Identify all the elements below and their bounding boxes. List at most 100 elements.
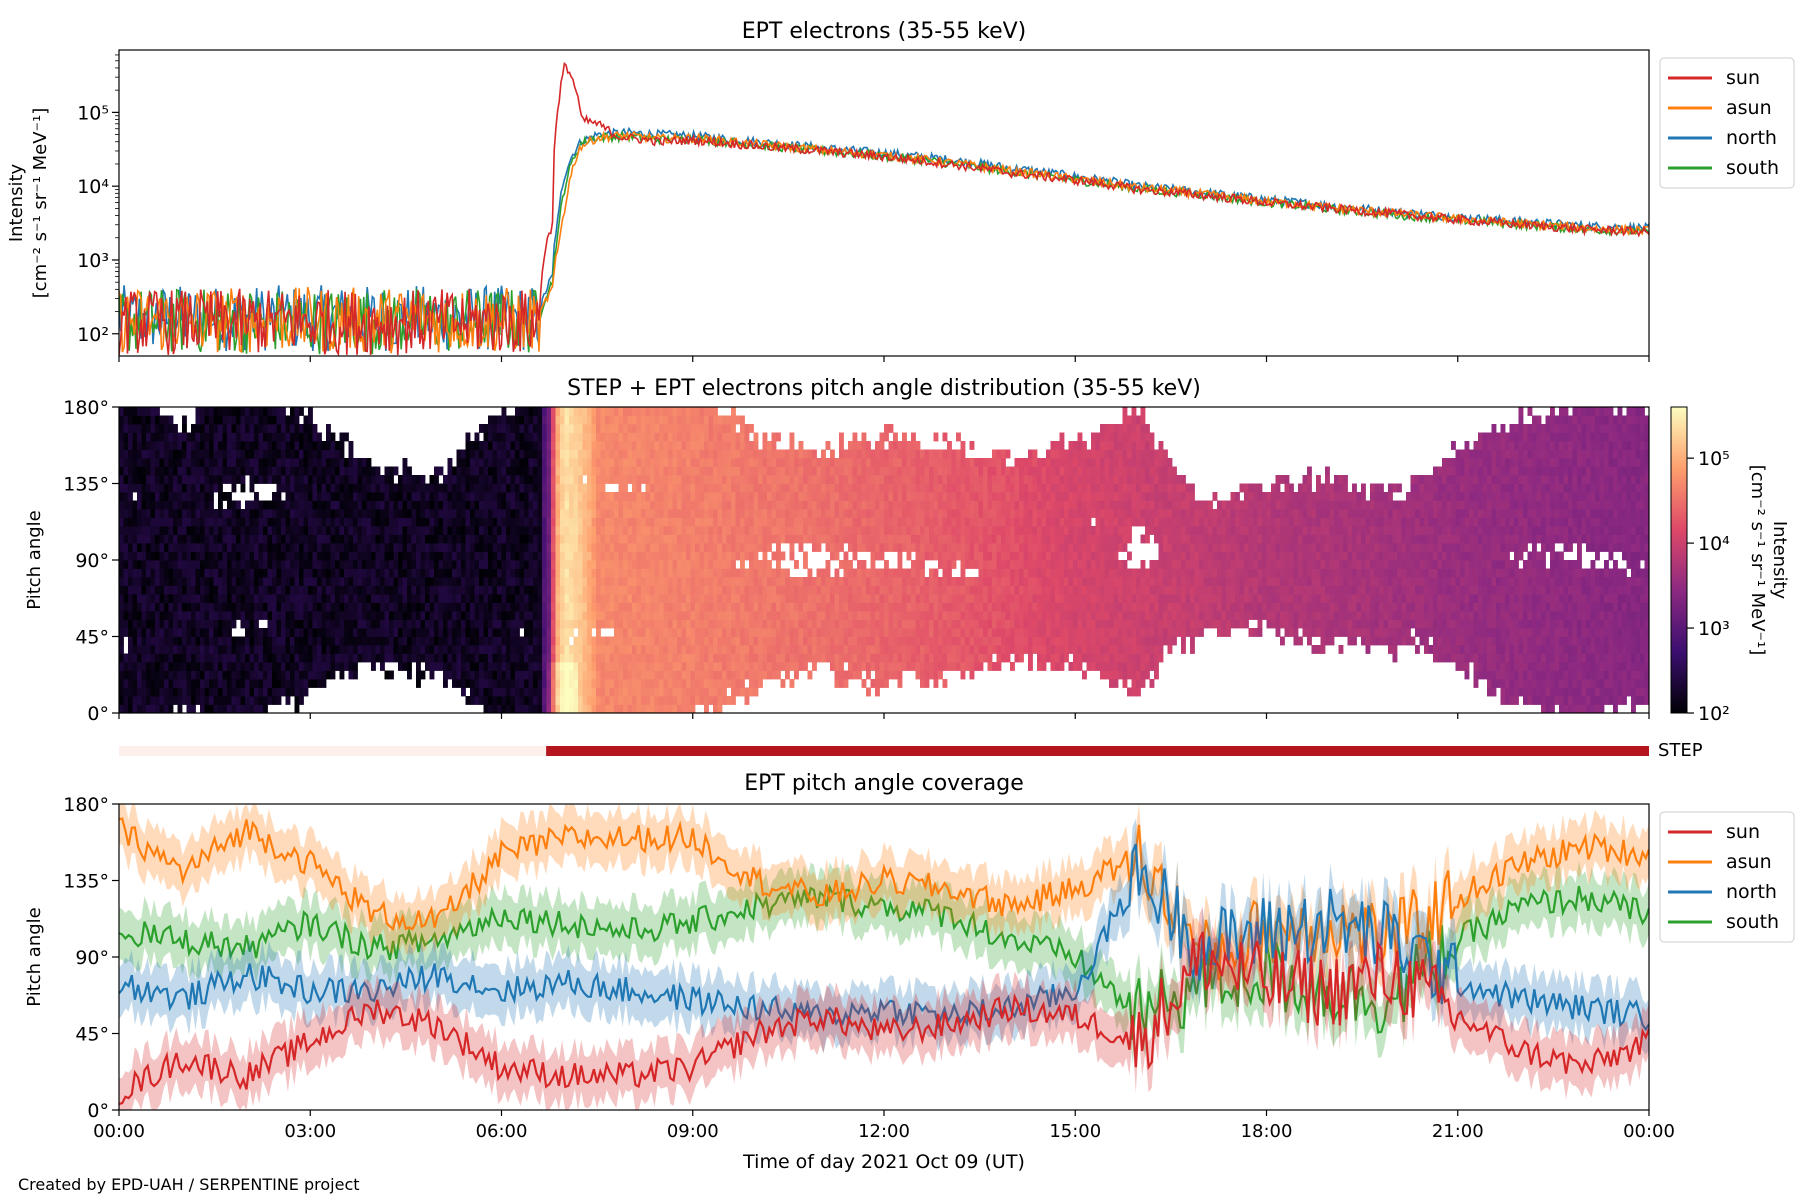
heatmap-cell [393, 585, 399, 595]
heatmap-cell [389, 645, 394, 654]
heatmap-cell [627, 577, 633, 586]
heatmap-cell [317, 526, 322, 535]
heatmap-cell [605, 534, 610, 544]
heatmap-cell [641, 696, 646, 705]
heatmap-cell [299, 602, 304, 612]
heatmap-cell [371, 551, 376, 561]
heatmap-cell [596, 449, 601, 459]
heatmap-cell [321, 560, 327, 569]
heatmap-cell [690, 602, 696, 612]
heatmap-cell [731, 662, 736, 671]
heatmap-cell [335, 568, 340, 578]
heatmap-cell [168, 687, 174, 697]
heatmap-cell [132, 679, 138, 688]
heatmap-cell [150, 602, 156, 612]
heatmap-cell [303, 636, 309, 646]
heatmap-cell [807, 517, 813, 527]
heatmap-cell [155, 458, 160, 467]
heatmap-cell [762, 662, 768, 671]
heatmap-cell [164, 415, 169, 425]
heatmap-cell [447, 636, 453, 646]
heatmap-cell [240, 475, 246, 484]
heatmap-cell [222, 466, 228, 476]
heatmap-cell [578, 602, 583, 612]
heatmap-cell [506, 577, 511, 586]
heatmap-cell [258, 415, 264, 425]
heatmap-cell [227, 611, 232, 620]
heatmap-cell [456, 568, 462, 578]
heatmap-cell [681, 432, 687, 442]
heatmap-cell [807, 577, 813, 586]
heatmap-cell [434, 611, 439, 620]
heatmap-cell [758, 475, 763, 484]
heatmap-cell [776, 475, 781, 484]
heatmap-cell [672, 415, 678, 425]
heatmap-cell [713, 509, 718, 518]
heatmap-cell [312, 441, 318, 450]
heatmap-cell [645, 645, 651, 654]
heatmap-cell [159, 466, 165, 476]
heatmap-cell [326, 509, 331, 518]
heatmap-cell [542, 619, 547, 629]
heatmap-cell [155, 585, 160, 595]
heatmap-cell [488, 679, 493, 688]
heatmap-cell [722, 619, 727, 629]
heatmap-cell [596, 619, 601, 629]
heatmap-cell [650, 517, 655, 527]
heatmap-cell [506, 670, 511, 680]
heatmap-cell [582, 449, 588, 459]
heatmap-cell [479, 602, 484, 612]
heatmap-cell [573, 441, 579, 450]
heatmap-cell [398, 577, 403, 586]
heatmap-cell [654, 424, 660, 433]
heatmap-cell [191, 687, 196, 697]
heatmap-cell [227, 526, 232, 535]
heatmap-cell [267, 636, 273, 646]
heatmap-cell [663, 424, 669, 433]
heatmap-cell [380, 662, 385, 671]
heatmap-cell [420, 551, 426, 561]
heatmap-cell [173, 670, 178, 680]
heatmap-cell [447, 602, 453, 612]
heatmap-cell [123, 670, 129, 680]
heatmap-cell [524, 407, 529, 416]
heatmap-cell [758, 458, 763, 467]
heatmap-cell [519, 619, 525, 629]
heatmap-cell [173, 526, 178, 535]
heatmap-cell [591, 526, 597, 535]
heatmap-cell [614, 670, 619, 680]
heatmap-cell [429, 543, 435, 552]
heatmap-cell [240, 687, 246, 697]
heatmap-cell [168, 670, 174, 680]
heatmap-cell [776, 568, 781, 578]
heatmap-cell [231, 602, 237, 612]
heatmap-cell [245, 585, 250, 595]
heatmap-cell [236, 687, 241, 697]
heatmap-cell [344, 653, 349, 663]
heatmap-cell [740, 517, 745, 527]
heatmap-cell [717, 670, 723, 680]
heatmap-cell [636, 568, 642, 578]
heatmap-cell [294, 585, 300, 595]
heatmap-cell [681, 679, 687, 688]
heatmap-cell [555, 628, 561, 637]
heatmap-cell [267, 534, 273, 544]
heatmap-cell [146, 653, 151, 663]
heatmap-cell [546, 560, 552, 569]
heatmap-cell [636, 619, 642, 629]
heatmap-cell [213, 636, 219, 646]
heatmap-cell [258, 594, 264, 603]
heatmap-cell [299, 500, 304, 510]
heatmap-cell [600, 687, 606, 697]
heatmap-cell [182, 466, 187, 476]
heatmap-cell [321, 551, 327, 561]
heatmap-cell [474, 662, 480, 671]
heatmap-cell [285, 560, 291, 569]
heatmap-cell [326, 662, 331, 671]
heatmap-cell [623, 475, 628, 484]
heatmap-cell [672, 619, 678, 629]
heatmap-cell [137, 594, 142, 603]
heatmap-cell [483, 526, 489, 535]
heatmap-cell [605, 670, 610, 680]
heatmap-cell [438, 568, 444, 578]
